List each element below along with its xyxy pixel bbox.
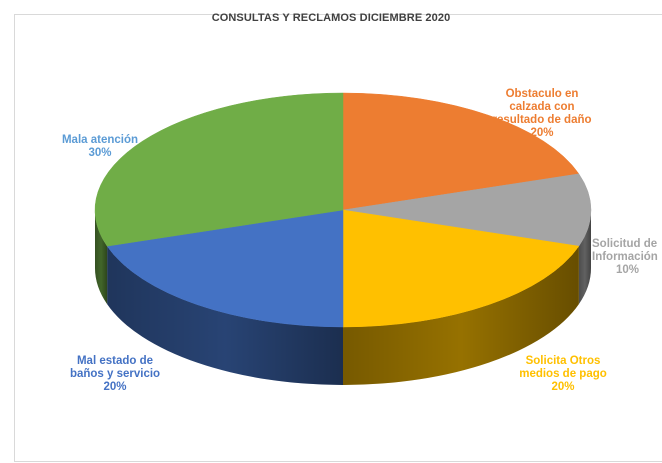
chart-title: CONSULTAS Y RECLAMOS DICIEMBRE 2020 — [211, 12, 451, 24]
label-line: Mal estado de — [76, 355, 154, 367]
label-line: Mala atención — [61, 134, 139, 146]
pie-slice-side-shade — [578, 210, 591, 305]
label-line: resultado de daño — [492, 114, 592, 126]
label-line: Solicita Otros — [525, 355, 601, 367]
label-line: calzada con — [509, 101, 575, 113]
pie-tops — [94, 92, 592, 328]
slice-label-mala-atencion: Mala atención 30% — [50, 134, 150, 160]
pie-sides — [95, 210, 591, 385]
label-percent: 20% — [530, 127, 554, 139]
label-line: baños y servicio — [69, 368, 161, 380]
pie-slice-side-shade — [343, 246, 579, 385]
pie-slice-side-shade — [107, 246, 343, 385]
label-percent: 20% — [551, 381, 575, 393]
pie-slice-0 — [342, 92, 580, 211]
label-line: medios de pago — [519, 368, 607, 380]
label-line: Obstaculo en — [505, 88, 579, 100]
slice-label-obstaculo: Obstaculo en calzada con resultado de da… — [472, 88, 612, 140]
pie-slice-3 — [106, 209, 344, 328]
pie-slice-2 — [342, 209, 580, 328]
label-line: Información — [592, 251, 658, 263]
label-percent: 20% — [103, 381, 127, 393]
slice-label-solicita-otros-medios: Solicita Otros medios de pago 20% — [498, 355, 628, 394]
slice-label-mal-estado-banos: Mal estado de baños y servicio 20% — [45, 355, 185, 394]
label-percent: 10% — [616, 264, 640, 276]
pie-slice-4 — [94, 92, 344, 247]
label-percent: 30% — [88, 147, 112, 159]
pie-slice-side-shade — [95, 210, 108, 305]
pie-slice-1 — [342, 173, 592, 247]
slice-label-solicitud-informacion: Solicitud de Información 10% — [592, 238, 662, 277]
label-line: Solicitud de — [592, 238, 658, 250]
